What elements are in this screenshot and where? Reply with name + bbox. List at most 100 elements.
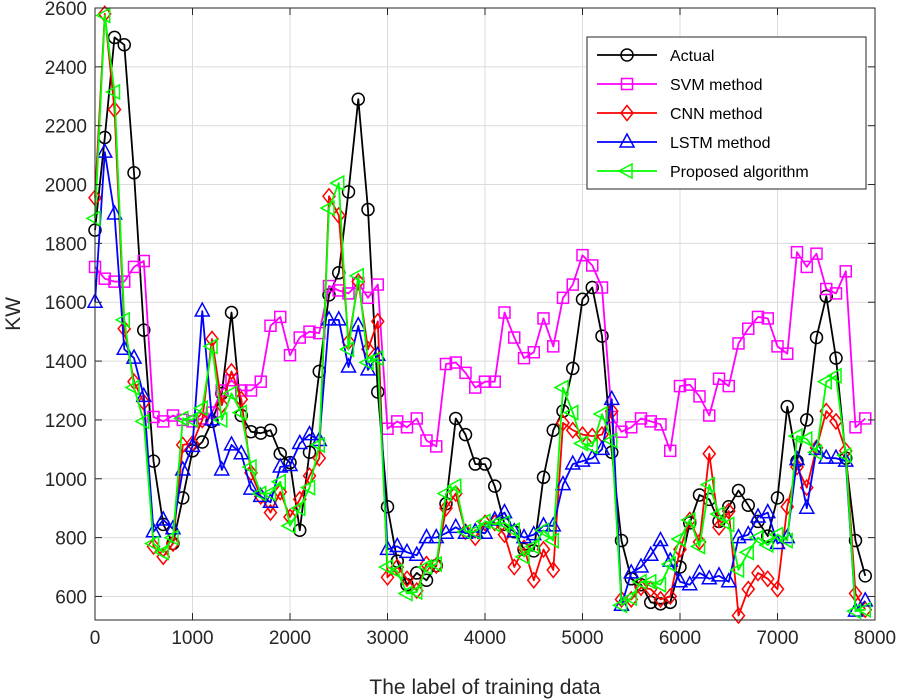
data-point [566,361,580,376]
data-point [615,425,628,438]
data-point [223,435,240,451]
data-point [592,405,608,423]
data-point [689,538,706,555]
data-point [829,412,843,431]
data-point [673,540,687,559]
data-point [449,356,462,369]
data-point [829,351,843,365]
data-point [702,445,717,463]
data-point [124,379,140,396]
data-point [320,310,338,326]
data-point [693,390,706,403]
series-layer [85,5,874,625]
data-point [631,573,647,591]
data-point [263,503,278,522]
data-point [703,409,716,422]
legend-item: LSTM method [597,132,770,152]
data-point [829,287,843,300]
data-point [349,316,367,332]
data-point [137,323,151,337]
series-line [94,36,867,605]
data-point [593,439,611,456]
data-point [683,516,697,530]
data-point [154,510,172,526]
y-tick-label: 1000 [45,470,87,491]
data-point [213,460,231,476]
data-point [700,569,718,585]
data-point [408,545,426,562]
data-point [524,538,540,555]
data-point [380,568,395,587]
data-point [515,528,533,544]
data-point [514,548,530,565]
data-point [410,412,423,425]
data-point [582,438,598,455]
data-point [699,476,715,493]
data-point [439,357,453,371]
data-point [301,425,318,441]
data-point [95,7,111,24]
data-point [671,572,689,588]
series-proposed-algorithm [85,7,871,620]
data-point [556,414,570,432]
data-point [564,454,582,470]
data-point [566,278,579,291]
data-point [361,202,375,217]
y-tick-label: 2200 [45,117,87,138]
data-point [377,558,394,576]
data-point [254,375,267,388]
data-point [770,580,785,598]
data-point [527,346,540,359]
legend-label: SVM method [670,77,762,94]
data-point [224,305,239,320]
data-point [291,433,309,450]
legend-item: CNN method [597,104,762,123]
y-tick-label: 1800 [45,234,87,255]
data-point [400,421,414,434]
data-point [751,564,765,582]
x-axis-title: The label of training data [369,676,600,699]
data-point [254,426,268,440]
data-point [816,373,832,390]
data-point [330,310,348,326]
data-point [184,436,201,453]
data-point [125,348,143,364]
data-point [508,331,521,344]
data-point [798,498,816,514]
data-point [848,533,863,548]
data-point [826,367,842,385]
data-point [302,445,317,460]
data-point [625,421,638,434]
data-point [858,569,872,583]
data-point [244,384,258,397]
data-point [800,260,813,274]
data-point [603,389,621,406]
data-point [202,338,218,355]
data-point [468,457,482,471]
x-tick-label: 8000 [854,628,896,649]
data-point [134,413,150,430]
data-point [719,516,735,533]
data-point [496,503,513,519]
data-point [770,491,785,505]
data-point [781,347,794,360]
data-point [262,492,279,509]
data-point [309,436,325,454]
x-tick-label: 3000 [366,628,408,649]
data-point [458,427,473,442]
data-point [728,561,745,579]
data-point [368,349,384,367]
data-point [660,555,676,573]
legend-item: Actual [597,48,714,65]
data-point [371,278,384,291]
data-point [221,385,238,402]
y-tick-label: 2600 [45,0,87,20]
data-point [370,312,385,331]
data-point [839,265,852,278]
y-tick-label: 2400 [45,58,87,79]
data-point [106,204,123,220]
data-point [260,485,277,502]
data-point [465,523,481,540]
data-point [525,525,543,541]
data-point [263,423,278,437]
